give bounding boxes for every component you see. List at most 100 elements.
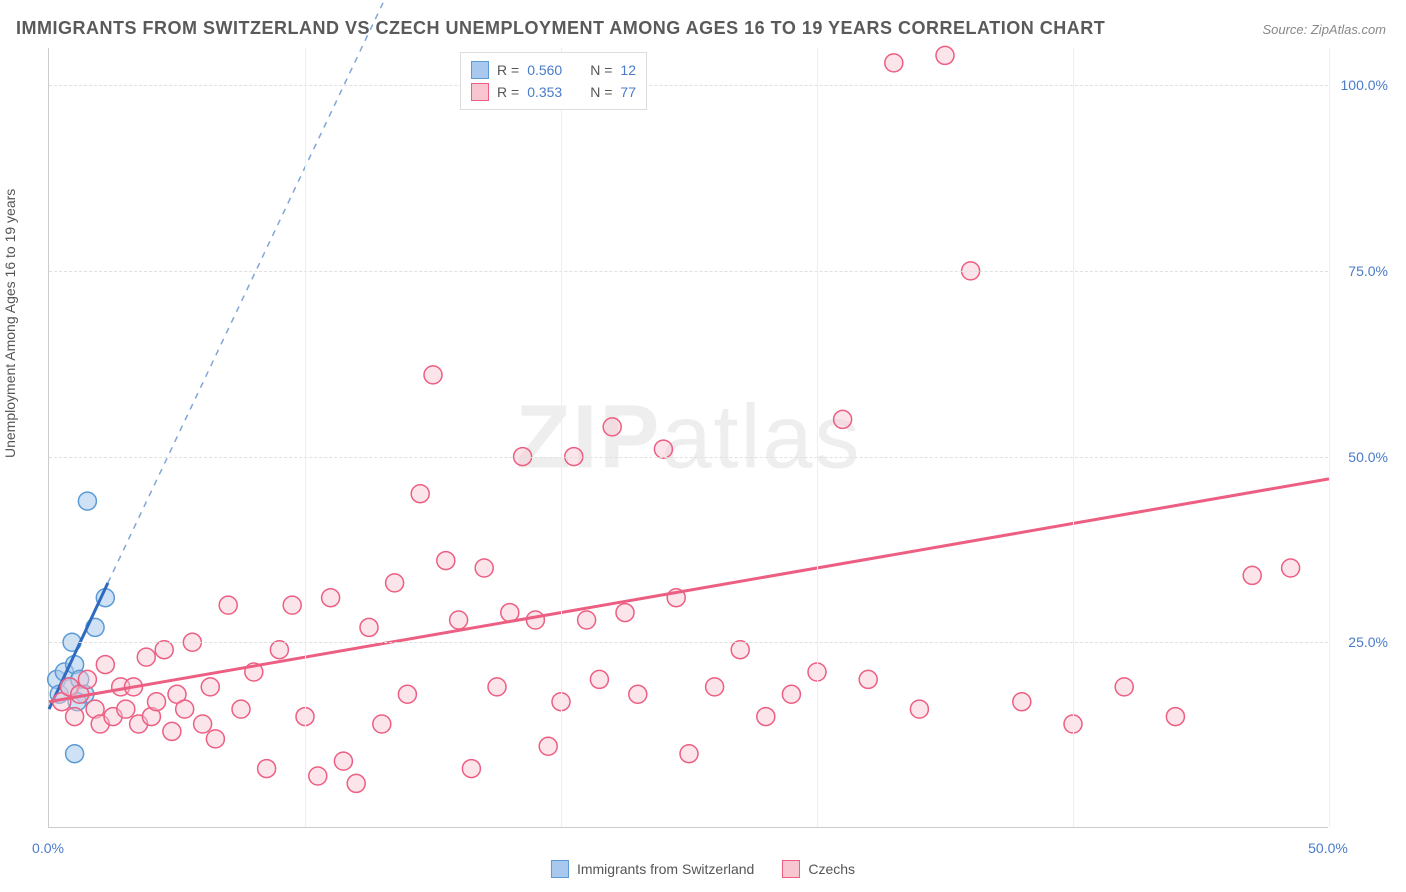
data-point bbox=[1013, 693, 1031, 711]
scatter-plot-svg bbox=[49, 48, 1328, 827]
data-point bbox=[437, 552, 455, 570]
data-point bbox=[539, 737, 557, 755]
data-point bbox=[629, 685, 647, 703]
data-point bbox=[706, 678, 724, 696]
legend-row: R = 0.353 N = 77 bbox=[471, 81, 636, 103]
plot-area: ZIPatlas bbox=[48, 48, 1328, 828]
trend-line bbox=[49, 479, 1329, 702]
legend-n-value: 12 bbox=[620, 62, 636, 78]
source-attribution: Source: ZipAtlas.com bbox=[1262, 22, 1386, 37]
y-tick-label: 100.0% bbox=[1341, 77, 1388, 93]
data-point bbox=[347, 774, 365, 792]
data-point bbox=[194, 715, 212, 733]
legend-n-label: N = bbox=[590, 84, 612, 100]
data-point bbox=[1115, 678, 1133, 696]
legend-swatch bbox=[551, 860, 569, 878]
data-point bbox=[117, 700, 135, 718]
chart-title: IMMIGRANTS FROM SWITZERLAND VS CZECH UNE… bbox=[16, 18, 1105, 39]
x-tick-label: 50.0% bbox=[1308, 840, 1348, 856]
legend-item: Immigrants from Switzerland bbox=[551, 860, 754, 878]
gridline-horizontal bbox=[49, 271, 1328, 272]
data-point bbox=[96, 656, 114, 674]
data-point bbox=[411, 485, 429, 503]
gridline-vertical bbox=[305, 48, 306, 827]
y-tick-label: 25.0% bbox=[1348, 634, 1388, 650]
data-point bbox=[78, 492, 96, 510]
data-point bbox=[603, 418, 621, 436]
data-point bbox=[309, 767, 327, 785]
gridline-horizontal bbox=[49, 85, 1328, 86]
legend-r-label: R = bbox=[497, 62, 519, 78]
data-point bbox=[834, 410, 852, 428]
legend-label: Czechs bbox=[808, 861, 855, 877]
data-point bbox=[78, 670, 96, 688]
data-point bbox=[322, 589, 340, 607]
data-point bbox=[488, 678, 506, 696]
data-point bbox=[475, 559, 493, 577]
trend-line-extension bbox=[108, 0, 408, 583]
data-point bbox=[148, 693, 166, 711]
y-tick-label: 75.0% bbox=[1348, 263, 1388, 279]
data-point bbox=[1282, 559, 1300, 577]
data-point bbox=[424, 366, 442, 384]
data-point bbox=[66, 745, 84, 763]
data-point bbox=[373, 715, 391, 733]
data-point bbox=[66, 708, 84, 726]
data-point bbox=[1243, 566, 1261, 584]
data-point bbox=[206, 730, 224, 748]
data-point bbox=[283, 596, 301, 614]
gridline-horizontal bbox=[49, 457, 1328, 458]
data-point bbox=[155, 641, 173, 659]
data-point bbox=[859, 670, 877, 688]
data-point bbox=[731, 641, 749, 659]
data-point bbox=[1166, 708, 1184, 726]
data-point bbox=[163, 722, 181, 740]
legend-row: R = 0.560 N = 12 bbox=[471, 59, 636, 81]
data-point bbox=[910, 700, 928, 718]
data-point bbox=[176, 700, 194, 718]
gridline-vertical bbox=[1073, 48, 1074, 827]
legend-r-label: R = bbox=[497, 84, 519, 100]
legend-n-label: N = bbox=[590, 62, 612, 78]
data-point bbox=[578, 611, 596, 629]
correlation-legend: R = 0.560 N = 12 R = 0.353 N = 77 bbox=[460, 52, 647, 110]
data-point bbox=[398, 685, 416, 703]
data-point bbox=[782, 685, 800, 703]
legend-n-value: 77 bbox=[620, 84, 636, 100]
data-point bbox=[885, 54, 903, 72]
gridline-vertical bbox=[561, 48, 562, 827]
data-point bbox=[526, 611, 544, 629]
series-legend: Immigrants from Switzerland Czechs bbox=[551, 860, 855, 878]
data-point bbox=[258, 760, 276, 778]
data-point bbox=[590, 670, 608, 688]
data-point bbox=[450, 611, 468, 629]
legend-swatch bbox=[471, 61, 489, 79]
data-point bbox=[680, 745, 698, 763]
data-point bbox=[462, 760, 480, 778]
chart-container: IMMIGRANTS FROM SWITZERLAND VS CZECH UNE… bbox=[0, 0, 1406, 892]
data-point bbox=[757, 708, 775, 726]
legend-r-value: 0.560 bbox=[527, 62, 562, 78]
data-point bbox=[201, 678, 219, 696]
data-point bbox=[219, 596, 237, 614]
legend-swatch bbox=[471, 83, 489, 101]
x-tick-label: 0.0% bbox=[32, 840, 64, 856]
gridline-vertical bbox=[817, 48, 818, 827]
legend-swatch bbox=[782, 860, 800, 878]
gridline-vertical bbox=[1329, 48, 1330, 827]
y-tick-label: 50.0% bbox=[1348, 449, 1388, 465]
legend-r-value: 0.353 bbox=[527, 84, 562, 100]
data-point bbox=[334, 752, 352, 770]
y-axis-label: Unemployment Among Ages 16 to 19 years bbox=[2, 189, 18, 458]
gridline-horizontal bbox=[49, 642, 1328, 643]
data-point bbox=[232, 700, 250, 718]
data-point bbox=[386, 574, 404, 592]
data-point bbox=[616, 604, 634, 622]
data-point bbox=[360, 618, 378, 636]
legend-item: Czechs bbox=[782, 860, 855, 878]
data-point bbox=[936, 46, 954, 64]
legend-label: Immigrants from Switzerland bbox=[577, 861, 754, 877]
data-point bbox=[654, 440, 672, 458]
data-point bbox=[137, 648, 155, 666]
data-point bbox=[270, 641, 288, 659]
